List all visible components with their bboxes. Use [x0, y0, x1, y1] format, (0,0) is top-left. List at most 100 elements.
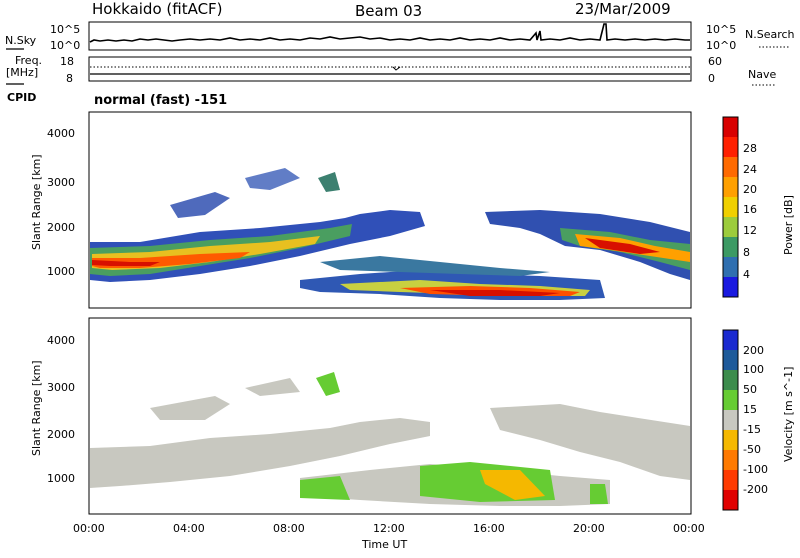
velocity-ytick-1000: 1000	[47, 472, 75, 485]
velocity-ylabel: Slant Range [km]	[30, 360, 43, 456]
noise-tick-high-left: 10^5	[50, 23, 80, 36]
power-cb-cell-8	[723, 277, 738, 297]
vel-cb-frame	[722, 329, 739, 511]
vel-patch-scatter-2	[245, 378, 300, 396]
freq-tick-high: 18	[60, 55, 74, 68]
vel-cb-cell-1	[723, 350, 738, 370]
vel-cb-cell-5	[723, 430, 738, 450]
vel-cb-label: Velocity [m s^-1]	[782, 367, 795, 462]
xtick-0000-start: 00:00	[73, 522, 105, 535]
nave-label: Nave	[748, 68, 776, 81]
power-lower-upper-band	[320, 256, 550, 276]
vel-green-patch-1	[300, 476, 350, 500]
power-lower-red	[430, 290, 560, 296]
xtick-1600: 16:00	[473, 522, 505, 535]
cpid-value: normal (fast) -151	[94, 93, 227, 108]
nave-tick-high: 60	[708, 55, 722, 68]
nsearch-label: N.Search	[745, 28, 795, 41]
date-title: 23/Mar/2009	[575, 0, 671, 18]
power-ytick-2000: 2000	[47, 221, 75, 234]
vel-cb-tick-minus50: -50	[743, 443, 761, 456]
vel-cb-cell-2	[723, 370, 738, 390]
velocity-colorbar: 200 100 50 15 -15 -50 -100 -200 Velocity…	[722, 329, 795, 511]
freq-label-line2: [MHz]	[6, 66, 38, 79]
noise-tick-high-right: 10^5	[706, 23, 736, 36]
vel-cb-tick-50: 50	[743, 383, 757, 396]
power-cb-cell-2	[723, 157, 738, 177]
power-cb-cell-6	[723, 237, 738, 257]
power-cb-tick-16: 16	[743, 203, 757, 216]
time-xticks: 00:00 04:00 08:00 12:00 16:00 20:00 00:0…	[73, 522, 705, 535]
power-cb-cell-0	[723, 117, 738, 137]
power-cb-tick-20: 20	[743, 183, 757, 196]
power-cb-cell-3	[723, 177, 738, 197]
power-cb-cell-4	[723, 197, 738, 217]
velocity-panel: Slant Range [km] 4000 3000 2000 1000 00:…	[30, 317, 795, 551]
vel-green-patch-3	[590, 484, 608, 504]
vel-cb-tick-200: 200	[743, 344, 764, 357]
power-cb-label: Power [dB]	[782, 195, 795, 255]
power-colorbar: 28 24 20 16 12 8 4 Power [dB]	[722, 116, 795, 298]
cpid-label: CPID	[7, 91, 36, 104]
freq-panel-frame	[88, 56, 692, 82]
velocity-yticks: 4000 3000 2000 1000	[47, 334, 75, 485]
vel-cb-cell-7	[723, 470, 738, 490]
vel-cb-cell-4	[723, 410, 738, 430]
freq-tick-low: 8	[66, 72, 73, 85]
beam-title: Beam 03	[355, 2, 422, 20]
power-data	[90, 168, 690, 300]
power-cb-tick-24: 24	[743, 163, 757, 176]
nsky-label: N.Sky	[5, 34, 37, 47]
xtick-0400: 04:00	[173, 522, 205, 535]
station-title: Hokkaido (fitACF)	[92, 0, 223, 18]
vel-patch-scatter-1	[150, 396, 230, 420]
nave-tick-low: 0	[708, 72, 715, 85]
nsky-trace	[89, 23, 690, 43]
xtick-0000-end: 00:00	[673, 522, 705, 535]
velocity-ytick-3000: 3000	[47, 381, 75, 394]
power-cb-cell-1	[723, 137, 738, 157]
vel-band-grey-evening	[490, 404, 690, 480]
velocity-ytick-2000: 2000	[47, 428, 75, 441]
freq-label-line1: Freq.	[15, 54, 42, 67]
power-patch-scatter-2	[245, 168, 300, 190]
vel-cb-tick-minus200: -200	[743, 483, 768, 496]
vel-cb-cell-8	[723, 490, 738, 510]
noise-panel-frame	[88, 21, 692, 51]
power-cb-tick-4: 4	[743, 268, 750, 281]
velocity-data	[90, 372, 690, 506]
vel-cb-tick-minus100: -100	[743, 463, 768, 476]
nave-dip	[392, 66, 401, 71]
xtick-2000: 20:00	[573, 522, 605, 535]
power-ytick-3000: 3000	[47, 176, 75, 189]
power-patch-scatter-1	[170, 192, 230, 218]
vel-cb-cell-6	[723, 450, 738, 470]
noise-tick-low-right: 10^0	[706, 39, 736, 52]
power-cb-cell-7	[723, 257, 738, 277]
vel-patch-green-small	[316, 372, 340, 396]
vel-band-grey-morning	[90, 418, 430, 488]
power-ylabel: Slant Range [km]	[30, 154, 43, 250]
vel-orange-patch	[480, 470, 545, 500]
noise-tick-low-left: 10^0	[50, 39, 80, 52]
vel-cb-tick-15: 15	[743, 403, 757, 416]
power-yticks: 4000 3000 2000 1000	[47, 127, 75, 278]
xtick-1200: 12:00	[373, 522, 405, 535]
velocity-panel-frame	[88, 317, 692, 515]
vel-cb-tick-minus15: -15	[743, 423, 761, 436]
vel-cb-cell-3	[723, 390, 738, 410]
power-ytick-4000: 4000	[47, 127, 75, 140]
power-ytick-1000: 1000	[47, 265, 75, 278]
power-cb-tick-28: 28	[743, 142, 757, 155]
power-cb-frame	[722, 116, 739, 298]
power-panel-frame	[88, 111, 692, 309]
vel-cb-tick-100: 100	[743, 363, 764, 376]
power-cb-tick-12: 12	[743, 224, 757, 237]
xtick-0800: 08:00	[273, 522, 305, 535]
power-panel: Slant Range [km] 4000 3000 2000 1000 28 …	[30, 111, 795, 309]
velocity-ytick-4000: 4000	[47, 334, 75, 347]
power-cb-cell-5	[723, 217, 738, 237]
power-band-red	[92, 260, 160, 266]
power-evening-red	[585, 238, 660, 254]
